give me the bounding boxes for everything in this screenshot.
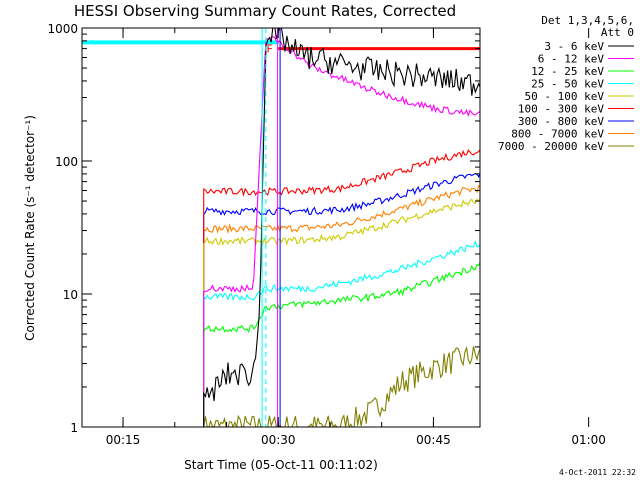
legend-label-7: 800 - 7000 keV xyxy=(511,128,604,141)
plot-frame xyxy=(81,27,481,428)
legend-label-1: 6 - 12 keV xyxy=(538,53,605,66)
series-line-0 xyxy=(203,28,480,427)
legend-label-3: 25 - 50 keV xyxy=(531,78,604,91)
legend-label-2: 12 - 25 keV xyxy=(531,65,604,78)
legend-label-4: 50 - 100 keV xyxy=(525,90,605,103)
y-tick-label: 100 xyxy=(55,155,78,169)
legend-label-0: 3 - 6 keV xyxy=(544,40,604,53)
x-axis-label: Start Time (05-Oct-11 00:11:02) xyxy=(184,458,378,472)
series-line-2 xyxy=(203,261,480,427)
y-tick-label: 1 xyxy=(70,421,78,435)
chart-title: HESSI Observing Summary Count Rates, Cor… xyxy=(74,2,456,20)
flare-flag-label: F xyxy=(266,43,273,56)
series-line-6 xyxy=(203,171,480,427)
x-tick-label: 00:30 xyxy=(261,433,296,447)
legend-header-line-2: Att 0 xyxy=(601,26,634,39)
footer-date: 4-Oct-2011 22:32 xyxy=(559,468,636,477)
legend-label-5: 100 - 300 keV xyxy=(518,103,604,116)
series-line-1 xyxy=(203,35,480,427)
x-tick-label: 00:15 xyxy=(106,433,141,447)
series-line-3 xyxy=(203,240,480,427)
series-line-7 xyxy=(203,185,480,427)
series-line-4 xyxy=(203,197,480,427)
legend-header-line-1: Det 1,3,4,5,6, xyxy=(541,14,634,27)
x-tick-label: 00:45 xyxy=(416,433,451,447)
legend-label-6: 300 - 800 keV xyxy=(518,115,604,128)
y-tick-label: 10 xyxy=(63,288,78,302)
axes: 110100100000:1500:3000:4501:0001:1501:30… xyxy=(47,22,606,447)
series-line-5 xyxy=(203,148,480,427)
x-tick-label: 01:00 xyxy=(571,433,606,447)
legend-label-8: 7000 - 20000 keV xyxy=(498,140,604,153)
y-axis-label: Corrected Count Rate (s⁻¹ detector⁻¹) xyxy=(23,115,37,341)
y-tick-label: 1000 xyxy=(47,22,78,36)
